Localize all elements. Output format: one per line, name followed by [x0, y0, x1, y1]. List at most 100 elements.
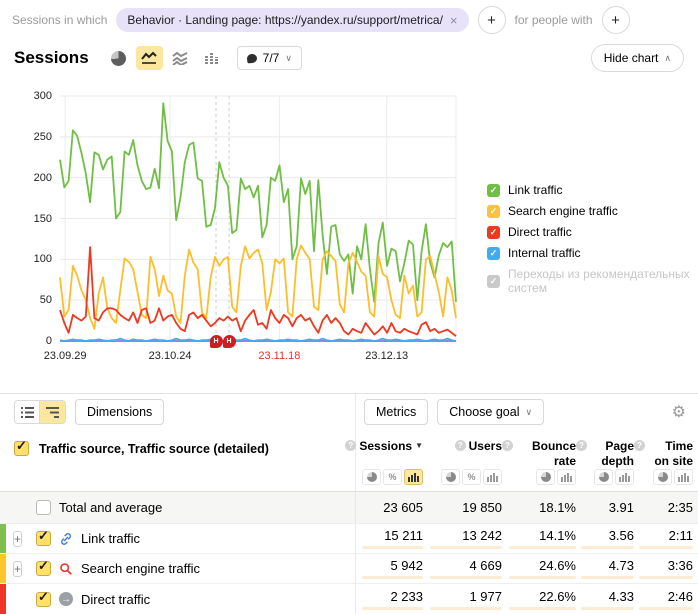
metric-toggle-bars-icon[interactable]	[404, 469, 423, 485]
metric-header-label[interactable]: ?Page depth	[576, 439, 634, 469]
metric-toggle-bars-icon[interactable]	[674, 469, 693, 485]
metric-toggle-pie-icon[interactable]	[441, 469, 460, 485]
legend-item[interactable]: ✓Direct traffic	[487, 225, 698, 239]
chevron-up-icon: ∧	[664, 53, 671, 64]
hide-chart-button[interactable]: Hide chart ∧	[591, 44, 684, 72]
row-label: Search engine traffic	[81, 561, 200, 576]
search-icon	[59, 562, 73, 576]
help-icon[interactable]: ?	[455, 440, 466, 451]
filter-chip[interactable]: Behavior · Landing page: https://yandex.…	[116, 8, 468, 32]
metric-toggle-pie-icon[interactable]	[653, 469, 672, 485]
help-icon[interactable]: ?	[502, 440, 513, 451]
help-icon[interactable]: ?	[634, 440, 645, 451]
dimension-header: Traffic source, Traffic source (detailed…	[0, 430, 355, 492]
legend-checkbox[interactable]: ✓	[487, 205, 500, 218]
row-checkbox[interactable]	[36, 561, 51, 576]
metric-label: Time on site	[648, 439, 693, 469]
bounce-rate-value: 14.1%	[539, 528, 576, 543]
metric-toggle-pie-icon[interactable]	[536, 469, 555, 485]
users-value: 13 242	[462, 528, 502, 543]
legend-item[interactable]: ✓Search engine traffic	[487, 204, 698, 218]
select-all-checkbox[interactable]	[14, 441, 29, 456]
legend-label: Internal traffic	[508, 246, 580, 260]
row-dimension-cell: → Direct traffic	[0, 584, 355, 614]
tree-view-icon	[46, 407, 59, 418]
annotations-dropdown[interactable]: 7/7 ∨	[237, 46, 302, 70]
legend-item[interactable]: ✓ Переходы из рекомендательных систем	[487, 267, 698, 295]
time-on-site-value: 2:11	[669, 528, 693, 543]
y-tick-label: 100	[14, 253, 52, 265]
list-view-button[interactable]	[14, 400, 40, 424]
column-chart-type-button[interactable]	[198, 46, 225, 70]
metric-toggle-bars-icon[interactable]	[615, 469, 634, 485]
help-icon[interactable]: ?	[576, 440, 587, 451]
row-checkbox[interactable]	[36, 500, 51, 515]
metric-toggle-bars-icon[interactable]	[557, 469, 576, 485]
legend-checkbox[interactable]: ✓	[487, 275, 500, 288]
metric-toggle-percent-icon[interactable]: %	[462, 469, 481, 485]
y-tick-label: 300	[14, 90, 52, 102]
legend-checkbox[interactable]: ✓	[487, 184, 500, 197]
chart-header: Sessions 7/7 ∨	[0, 44, 698, 72]
add-people-filter-button[interactable]: +	[602, 6, 630, 34]
row-label: Link traffic	[81, 531, 140, 546]
sessions-minibar	[362, 607, 423, 610]
metric-header-label[interactable]: ?Sessions▼	[345, 439, 423, 454]
row-metrics: 5 942 4 669 24.6% 4.73 3:36	[355, 554, 698, 583]
choose-goal-button[interactable]: Choose goal ∨	[437, 399, 544, 425]
metric-header-label[interactable]: ?Users	[455, 439, 502, 454]
line-chart-type-button[interactable]	[136, 46, 163, 70]
annotation-marker[interactable]: Н	[210, 335, 223, 348]
x-tick-label: 23.10.24	[149, 350, 192, 362]
add-segment-button[interactable]: +	[478, 6, 506, 34]
expand-slot: +	[13, 560, 30, 578]
expand-button[interactable]: +	[13, 531, 22, 547]
stacked-chart-type-button[interactable]	[167, 46, 194, 70]
legend-label: Переходы из рекомендательных систем	[508, 267, 698, 295]
table-row-direct-traffic[interactable]: → Direct traffic 2 233 1 977 22.6% 4.33 …	[0, 583, 698, 614]
row-checkbox[interactable]	[36, 592, 51, 607]
sessions-value: 23 605	[383, 500, 423, 515]
x-tick-label: 23.12.13	[365, 350, 408, 362]
metric-header-label[interactable]: ?Time on site	[634, 439, 693, 469]
legend-item[interactable]: ✓Link traffic	[487, 183, 698, 197]
annotation-marker[interactable]: Н	[223, 335, 236, 348]
link-icon	[59, 532, 73, 546]
row-checkbox[interactable]	[36, 531, 51, 546]
metric-header-label[interactable]: ?Bounce rate	[502, 439, 576, 469]
sort-desc-icon[interactable]: ▼	[415, 441, 423, 454]
metric-toggle-bars-icon[interactable]	[483, 469, 502, 485]
legend-item[interactable]: ✓ Internal traffic	[487, 246, 698, 260]
help-icon[interactable]: ?	[345, 440, 356, 451]
table-row-search-traffic[interactable]: + Search engine traffic 5 942 4 669 24.6…	[0, 553, 698, 583]
expand-button[interactable]: +	[13, 561, 22, 577]
metric-label: Users	[469, 439, 502, 454]
gear-icon[interactable]: ⚙	[672, 402, 686, 422]
dimensions-button[interactable]: Dimensions	[75, 399, 164, 425]
row-metrics: 15 211 13 242 14.1% 3.56 2:11	[355, 524, 698, 553]
metric-toggle-percent-icon[interactable]: %	[383, 469, 402, 485]
legend-checkbox[interactable]: ✓	[487, 226, 500, 239]
metric-toggle-pie-icon[interactable]	[362, 469, 381, 485]
line-chart-icon	[141, 51, 157, 65]
tree-view-button[interactable]	[40, 400, 66, 424]
users-value: 19 850	[462, 500, 502, 515]
sessions-line-chart[interactable]	[60, 96, 458, 346]
row-color-stripe	[0, 554, 6, 583]
metric-toggle-pie-icon[interactable]	[594, 469, 613, 485]
row-dimension-cell: + Link traffic	[0, 524, 355, 553]
chart-legend: ✓Link traffic ✓Search engine traffic ✓Dire…	[487, 183, 698, 295]
table-row-total[interactable]: Total and average 23 605 19 850 18.1% 3.…	[0, 491, 698, 523]
metrics-button[interactable]: Metrics	[364, 399, 428, 425]
table-row-link-traffic[interactable]: + Link traffic 15 211 13 242 14.1% 3.56 …	[0, 523, 698, 553]
row-dimension-cell: Total and average	[0, 492, 355, 523]
choose-goal-label: Choose goal	[449, 405, 519, 419]
legend-checkbox[interactable]: ✓	[487, 247, 500, 260]
chip-close-icon[interactable]: ×	[450, 14, 458, 27]
pie-chart-type-button[interactable]	[105, 46, 132, 70]
y-tick-label: 200	[14, 172, 52, 184]
row-dimension-cell: + Search engine traffic	[0, 554, 355, 583]
sessions-value: 2 233	[390, 589, 423, 604]
time-on-site-value: 2:35	[668, 500, 693, 515]
page-depth-value: 3.56	[609, 528, 634, 543]
